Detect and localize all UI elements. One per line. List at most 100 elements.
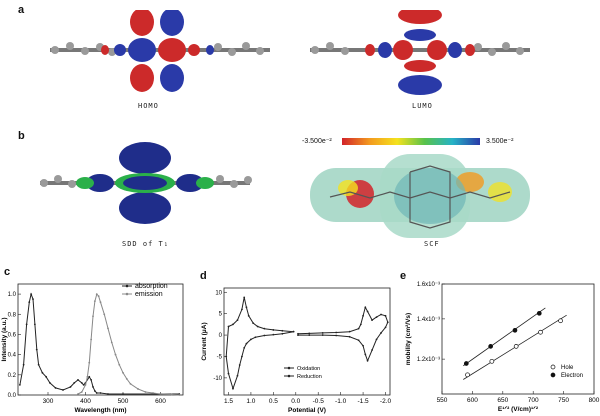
data-point-absorption <box>25 323 28 326</box>
data-point-oxidation <box>227 325 230 328</box>
data-point-emission <box>84 384 87 386</box>
y-tick-label: 1.2x10⁻³ <box>417 357 440 363</box>
data-point-electron <box>536 310 542 316</box>
panel-d-label: d <box>200 270 207 282</box>
panel-e-label: e <box>400 270 407 282</box>
data-point-oxidation <box>227 372 230 375</box>
series-line-absorption <box>19 292 180 395</box>
panel-b-label: b <box>18 130 25 142</box>
series-line-oxidation <box>225 297 294 391</box>
scf-colorbar <box>342 138 480 145</box>
data-point-absorption <box>37 363 40 366</box>
data-point-electron <box>463 361 469 366</box>
data-point-emission <box>99 301 102 304</box>
plot-frame <box>223 287 391 396</box>
data-point-reduction <box>380 332 382 334</box>
data-point-emission <box>95 293 98 295</box>
data-point-reduction <box>357 327 360 330</box>
y-axis-label: Intensity (a.u.) <box>1 317 8 361</box>
legend-label: Hole <box>561 365 574 371</box>
y-tick-label: 0 <box>219 333 223 339</box>
scf-caption: SCF <box>424 240 440 248</box>
data-point-emission <box>103 313 106 316</box>
data-point-oxidation <box>272 329 275 331</box>
data-point-emission <box>93 300 96 303</box>
data-point-absorption <box>107 393 109 395</box>
y-tick-label: 5 <box>219 312 223 318</box>
data-point-absorption <box>41 371 44 374</box>
y-tick-label: 10 <box>215 290 222 296</box>
x-tick-label: -0.5 <box>313 398 325 405</box>
legend-label: Electron <box>561 373 583 379</box>
data-point-oxidation <box>245 342 248 345</box>
fit-line-electron <box>463 307 546 367</box>
data-point-absorption <box>35 348 38 351</box>
x-tick-label: 550 <box>437 397 448 404</box>
x-axis-label: Potential (V) <box>288 407 326 414</box>
data-point-absorption <box>73 381 76 384</box>
data-point-absorption <box>93 390 96 392</box>
x-axis-label: Wavelength (nm) <box>74 407 126 414</box>
data-point-emission <box>97 295 100 298</box>
x-tick-label: 300 <box>43 398 54 405</box>
data-point-emission <box>107 327 109 330</box>
sdd-caption: SDD of T₁ <box>122 240 169 248</box>
y-tick-label: 1.0 <box>8 292 17 298</box>
data-point-absorption <box>77 378 79 381</box>
data-point-absorption <box>45 375 48 378</box>
legend-marker <box>125 292 129 296</box>
data-point-reduction <box>348 335 351 338</box>
data-point-oxidation <box>232 387 234 390</box>
panel-a-label: a <box>18 4 25 16</box>
data-point-reduction <box>335 334 338 337</box>
data-point-oxidation <box>263 334 266 337</box>
data-point-emission <box>90 338 93 341</box>
y-tick-label: -5 <box>217 354 223 360</box>
panel-a-orbitals <box>50 10 530 95</box>
x-tick-label: -1.0 <box>335 398 347 405</box>
data-point-hole <box>465 372 470 378</box>
legend-marker <box>287 374 291 378</box>
data-point-emission <box>125 377 128 380</box>
x-tick-label: 1.0 <box>246 398 255 405</box>
y-tick-label: 0.8 <box>8 312 17 318</box>
data-point-hole <box>538 329 543 335</box>
lumo-orbital <box>310 10 530 95</box>
data-point-oxidation <box>247 314 250 317</box>
x-tick-label: -1.5 <box>357 398 369 405</box>
x-tick-label: 700 <box>528 397 539 404</box>
x-tick-label: 0.0 <box>291 398 300 405</box>
data-point-oxidation <box>281 329 284 332</box>
x-tick-label: -2.0 <box>380 398 392 405</box>
data-point-reduction <box>321 332 324 334</box>
data-point-hole <box>558 318 563 324</box>
data-point-emission <box>144 391 147 393</box>
x-tick-label: 500 <box>118 398 129 405</box>
data-point-emission <box>86 375 89 378</box>
data-point-oxidation <box>238 364 241 366</box>
data-point-reduction <box>375 316 378 319</box>
data-point-emission <box>114 353 117 356</box>
data-point-reduction <box>371 319 373 321</box>
data-point-reduction <box>321 334 324 336</box>
data-point-absorption <box>82 384 85 386</box>
data-point-reduction <box>371 349 373 351</box>
data-point-emission <box>77 393 79 395</box>
sdd-spin-density <box>40 142 252 224</box>
data-point-absorption <box>32 298 34 301</box>
data-point-absorption <box>92 386 94 388</box>
data-point-oxidation <box>252 322 255 324</box>
data-point-emission <box>178 394 181 396</box>
x-tick-label: 650 <box>497 397 508 404</box>
data-point-reduction <box>357 339 360 342</box>
data-point-emission <box>152 392 154 394</box>
data-point-electron <box>512 327 518 333</box>
x-tick-label: 600 <box>155 398 166 405</box>
series-line-reduction <box>297 305 389 363</box>
data-point-emission <box>88 361 91 364</box>
data-point-reduction <box>308 334 311 336</box>
data-point-emission <box>170 393 173 396</box>
data-point-oxidation <box>292 330 295 333</box>
x-tick-label: 0.5 <box>269 398 278 405</box>
data-point-reduction <box>386 321 389 324</box>
